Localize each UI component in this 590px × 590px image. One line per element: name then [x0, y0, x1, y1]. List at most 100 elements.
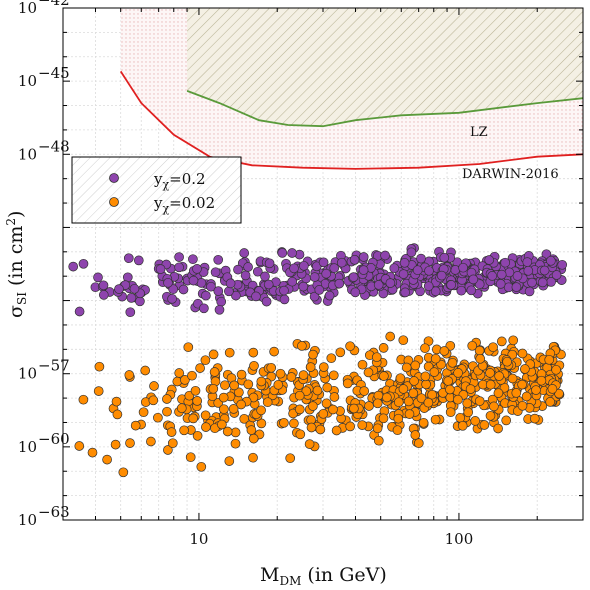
data-point: [321, 398, 332, 409]
data-point: [301, 386, 312, 397]
data-point: [135, 296, 145, 307]
data-point: [155, 264, 166, 274]
data-point: [149, 381, 159, 391]
data-point: [501, 415, 512, 426]
data-point: [208, 383, 219, 394]
data-point: [68, 261, 79, 272]
data-point: [517, 400, 528, 411]
data-point: [416, 393, 427, 404]
data-point: [318, 362, 329, 372]
data-point: [557, 259, 568, 270]
data-point: [148, 395, 159, 406]
data-point: [294, 404, 305, 415]
data-point: [446, 280, 457, 290]
data-point: [252, 266, 263, 277]
y-tick-label: 10: [18, 365, 37, 383]
data-point: [420, 371, 431, 382]
data-point: [529, 413, 540, 424]
data-point: [217, 419, 227, 430]
lz-limit-line: [186, 90, 583, 128]
data-point: [393, 397, 404, 408]
data-point: [493, 423, 503, 434]
data-point: [162, 394, 172, 404]
data-point: [224, 286, 234, 297]
data-point: [163, 445, 173, 455]
data-point: [496, 269, 507, 280]
data-point: [430, 414, 441, 425]
data-point: [174, 262, 184, 273]
data-point: [126, 293, 137, 303]
data-point: [208, 349, 219, 360]
data-point: [318, 257, 329, 268]
data-point: [373, 435, 384, 446]
data-point: [118, 467, 129, 478]
legend: yχ=0.2 yχ=0.02: [71, 156, 242, 224]
data-point: [512, 271, 523, 281]
legend-marker-0: [109, 173, 119, 183]
data-point: [335, 347, 346, 358]
data-point: [248, 347, 259, 358]
data-point: [342, 378, 353, 389]
data-point: [475, 353, 486, 364]
data-point: [401, 362, 412, 373]
data-point: [466, 285, 477, 296]
data-point: [294, 390, 305, 401]
data-point: [495, 279, 506, 289]
data-point: [188, 413, 199, 424]
data-point: [373, 280, 384, 290]
data-point: [213, 286, 224, 296]
data-point: [93, 272, 103, 283]
data-point: [547, 384, 558, 394]
legend-box: [71, 156, 242, 224]
data-point: [192, 264, 202, 274]
y-tick-label: 10: [18, 72, 37, 90]
data-point: [474, 396, 485, 406]
y-tick-exponent: −45: [38, 64, 70, 82]
data-point: [309, 291, 320, 302]
data-point: [178, 284, 189, 295]
x-axis-title: MDM (in GeV): [260, 564, 387, 588]
data-point: [111, 396, 122, 407]
data-point: [74, 306, 85, 317]
data-point: [358, 265, 369, 275]
data-point: [130, 420, 141, 431]
data-point: [277, 248, 288, 258]
legend-label-0: yχ=0.2: [153, 170, 206, 191]
data-point: [297, 341, 307, 351]
data-point: [508, 335, 519, 346]
data-point: [240, 270, 251, 281]
data-point: [357, 420, 368, 430]
data-point: [485, 379, 496, 390]
data-point: [230, 438, 241, 449]
data-point: [295, 429, 306, 440]
data-point: [410, 360, 421, 371]
data-point: [348, 272, 359, 282]
data-point: [537, 277, 548, 288]
data-point: [517, 379, 527, 390]
y-tick-exponent: −42: [38, 0, 70, 9]
data-point: [536, 375, 547, 386]
y-axis-title: σSI (in cm2): [4, 211, 29, 318]
data-point: [309, 272, 320, 282]
data-point: [174, 252, 184, 262]
data-point: [544, 354, 555, 365]
data-point: [463, 407, 474, 418]
data-point: [125, 307, 136, 318]
data-point: [458, 262, 468, 273]
data-point: [220, 380, 230, 391]
data-point: [400, 287, 411, 298]
data-point: [214, 304, 225, 315]
data-point: [416, 253, 426, 264]
data-point: [398, 335, 409, 346]
data-point: [399, 257, 410, 268]
data-point: [326, 353, 337, 364]
data-point: [551, 270, 562, 280]
data-point: [266, 362, 277, 373]
data-point: [371, 352, 382, 363]
data-point: [248, 452, 258, 463]
data-point: [465, 384, 476, 394]
data-point: [188, 254, 198, 265]
data-point: [138, 407, 149, 418]
data-point: [507, 373, 518, 384]
